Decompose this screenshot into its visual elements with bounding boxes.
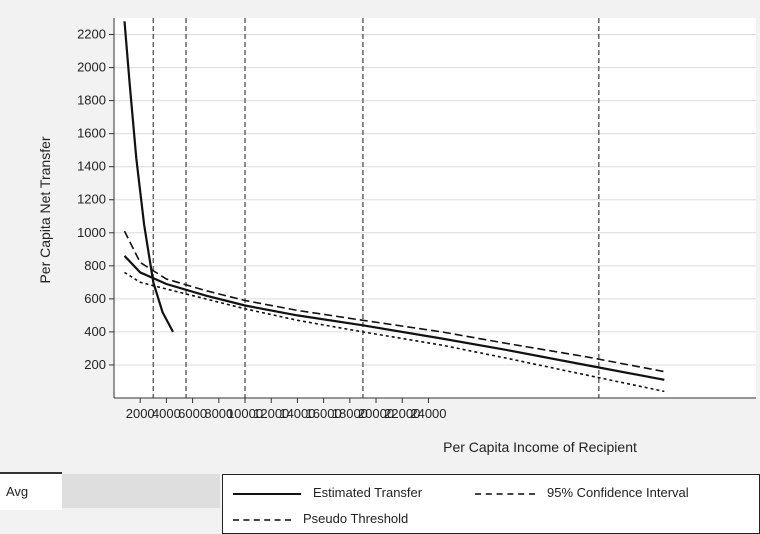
series-line-1 bbox=[123, 21, 174, 333]
legend-spacer bbox=[62, 474, 220, 508]
vline-layer bbox=[152, 18, 600, 398]
y-tick-label: 200 bbox=[84, 357, 106, 372]
chart-svg: 200 400 600 800 1000 1200 1400 1600 1800 2000 2200… bbox=[37, 18, 756, 455]
x-tick-label: 4000 bbox=[152, 406, 181, 421]
y-tick-label: 2200 bbox=[77, 27, 106, 42]
y-tick-label: 1400 bbox=[77, 159, 106, 174]
axis-layer: 200 400 600 800 1000 1200 1400 1600 1800 2000 2200… bbox=[77, 18, 756, 421]
y-tick-label: 600 bbox=[84, 291, 106, 306]
y-tick-label: 800 bbox=[84, 258, 106, 273]
legend-label: Estimated Transfer bbox=[313, 485, 423, 500]
y-axis-label: Per Capita Net Transfer bbox=[37, 136, 53, 283]
x-tick-label: 14000 bbox=[279, 406, 315, 421]
plot-background bbox=[114, 18, 756, 398]
legend: Estimated Transfer 95% Confidence Interv… bbox=[222, 474, 760, 534]
series-layer bbox=[123, 21, 665, 393]
x-tick-label: 16000 bbox=[306, 406, 342, 421]
y-tick-label: 1600 bbox=[77, 126, 106, 141]
x-tick-label: 20000 bbox=[358, 406, 394, 421]
legend-item-pseudo-threshold: Pseudo Threshold bbox=[233, 511, 408, 526]
series-line-3 bbox=[123, 230, 665, 373]
y-tick-label: 2000 bbox=[77, 60, 106, 75]
series-line-2 bbox=[123, 255, 665, 381]
chart-area: 200 400 600 800 1000 1200 1400 1600 1800 2000 2200… bbox=[37, 18, 756, 455]
y-tick-label: 1000 bbox=[77, 225, 106, 240]
x-tick-label: 6000 bbox=[178, 406, 207, 421]
x-tick-label: 18000 bbox=[332, 406, 368, 421]
legend-swatch-solid bbox=[233, 492, 301, 495]
legend-item-confidence-interval: 95% Confidence Interval bbox=[475, 485, 689, 500]
y-tick-label: 1800 bbox=[77, 93, 106, 108]
series-line-4 bbox=[124, 271, 665, 393]
x-axis-label: Per Capita Income of Recipient bbox=[443, 439, 637, 455]
legend-left-label: Avg bbox=[6, 484, 29, 499]
y-tick-label: 1200 bbox=[77, 192, 106, 207]
y-tick-label: 400 bbox=[84, 324, 106, 339]
x-tick-label: 2000 bbox=[126, 406, 155, 421]
legend-swatch-dashed bbox=[233, 518, 291, 521]
legend-label: 95% Confidence Interval bbox=[547, 485, 689, 500]
x-tick-label: 10000 bbox=[227, 406, 263, 421]
legend-item-estimated-transfer: Estimated Transfer bbox=[233, 485, 422, 500]
x-tick-label: 12000 bbox=[253, 406, 289, 421]
legend-swatch-dashed bbox=[475, 492, 535, 495]
x-tick-label: 24000 bbox=[410, 406, 446, 421]
legend-label: Pseudo Threshold bbox=[303, 511, 409, 526]
x-tick-label: 8000 bbox=[204, 406, 233, 421]
legend-left-panel: Avg bbox=[0, 472, 62, 510]
x-tick-label: 22000 bbox=[384, 406, 420, 421]
